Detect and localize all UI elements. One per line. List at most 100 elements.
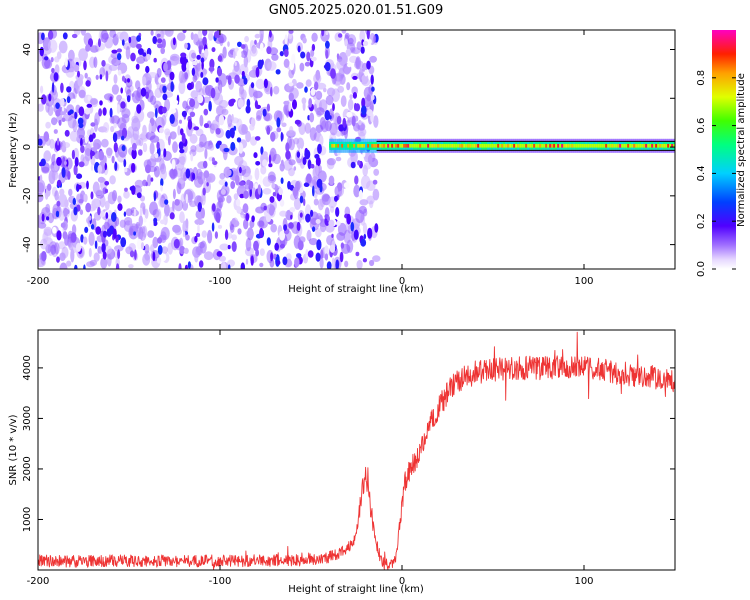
heatmap-cell (194, 218, 205, 226)
heatmap-cell (313, 198, 319, 206)
heatmap-cell (385, 144, 388, 148)
heatmap-cell (355, 251, 360, 257)
heatmap-cell (107, 191, 117, 205)
heatmap-cell (375, 144, 378, 148)
heatmap-cell (262, 73, 265, 81)
heatmap-cell (105, 70, 109, 82)
heatmap-cell (104, 162, 108, 171)
heatmap-cell (316, 165, 319, 176)
heatmap-cell (48, 93, 52, 102)
heatmap-cell (509, 144, 512, 148)
colorbar-bar (712, 30, 736, 269)
heatmap-cell (39, 161, 43, 167)
heatmap-cell (102, 251, 107, 260)
heatmap-cell (62, 32, 68, 40)
heatmap-cell (51, 170, 59, 181)
heatmap-cell (215, 128, 221, 135)
heatmap-cell (197, 171, 206, 185)
heatmap-cell (254, 136, 261, 141)
heatmap-cell (197, 202, 202, 212)
heatmap-cell (92, 200, 96, 211)
heatmap-cell (182, 30, 187, 34)
heatmap-cell (232, 67, 242, 77)
heatmap-cell (153, 217, 158, 224)
heatmap-cell (77, 77, 83, 87)
heatmap-cell (56, 179, 62, 187)
heatmap-cell (260, 33, 264, 42)
heatmap-cell (84, 135, 89, 144)
heatmap-cell (203, 108, 209, 116)
snr-x-tick-label: -100 (209, 576, 232, 587)
heatmap-cell (80, 234, 84, 243)
heatmap-cell (41, 32, 45, 41)
heatmap-cell (83, 193, 88, 203)
heatmap-cell (320, 249, 324, 259)
heatmap-cell (361, 144, 364, 148)
heatmap-cell (507, 144, 510, 148)
heatmap-cell (273, 85, 280, 95)
heatmap-cell (136, 104, 142, 114)
heatmap-cell (62, 231, 68, 240)
heatmap-cell (211, 119, 220, 131)
heatmap-cell (145, 131, 156, 140)
heatmap-cell (47, 39, 58, 53)
heatmap-cell (196, 54, 201, 60)
heatmap-cell (93, 252, 100, 262)
heatmap-cell (254, 33, 261, 39)
heatmap-cell (357, 160, 361, 166)
heatmap-cell (403, 144, 406, 148)
heatmap-cell (187, 119, 193, 130)
heatmap-cell (158, 198, 167, 208)
heatmap-cell (69, 109, 74, 114)
heatmap-cell (373, 34, 376, 44)
heatmap-cell (314, 81, 319, 91)
heatmap-cell (302, 101, 306, 111)
heatmap-cell (140, 226, 146, 234)
heatmap-cell (56, 51, 62, 60)
heatmap-cell (257, 220, 265, 227)
heatmap-cell (337, 33, 343, 38)
heatmap-cell (333, 144, 336, 148)
heatmap-cell (216, 140, 222, 146)
heatmap-cell (231, 241, 237, 253)
heatmap-cell (148, 122, 152, 134)
heatmap-cell (475, 144, 478, 148)
heatmap-cell (227, 114, 233, 128)
heatmap-cell (451, 144, 454, 148)
heatmap-cell (395, 144, 398, 148)
heatmap-cell (124, 187, 128, 192)
heatmap-cell (314, 103, 317, 112)
heatmap-cell (170, 108, 177, 114)
heatmap-cell (381, 144, 384, 148)
heatmap-cell (525, 144, 528, 148)
heatmap-cell (123, 190, 130, 199)
heatmap-cell (342, 117, 347, 128)
heatmap-cell (305, 249, 309, 258)
heatmap-cell (86, 103, 93, 108)
heatmap-cell (109, 115, 115, 124)
heatmap-cell (160, 77, 166, 83)
heatmap-cell (310, 87, 316, 96)
heatmap-cell (43, 131, 50, 142)
heatmap-cell (315, 156, 321, 167)
heatmap-cell (619, 144, 622, 148)
heatmap-cell (273, 110, 283, 123)
heatmap-cell (150, 244, 155, 253)
colorbar-tick-label: 0.0 (696, 261, 707, 277)
heatmap-cell (329, 144, 332, 148)
heatmap-cell (70, 98, 77, 104)
heatmap-cell (45, 121, 51, 129)
heatmap-cell (537, 144, 540, 148)
heatmap-cell (445, 144, 448, 148)
heatmap-cell (134, 249, 137, 260)
heatmap-cell (249, 181, 254, 190)
heatmap-cell (69, 80, 75, 89)
heatmap-cell (355, 209, 365, 223)
heatmap-cell (41, 213, 45, 222)
heatmap-cell (245, 213, 250, 222)
heatmap-cell (293, 197, 302, 210)
heatmap-cell (306, 173, 312, 184)
heatmap-cell (88, 38, 93, 48)
heatmap-cell (152, 251, 156, 262)
